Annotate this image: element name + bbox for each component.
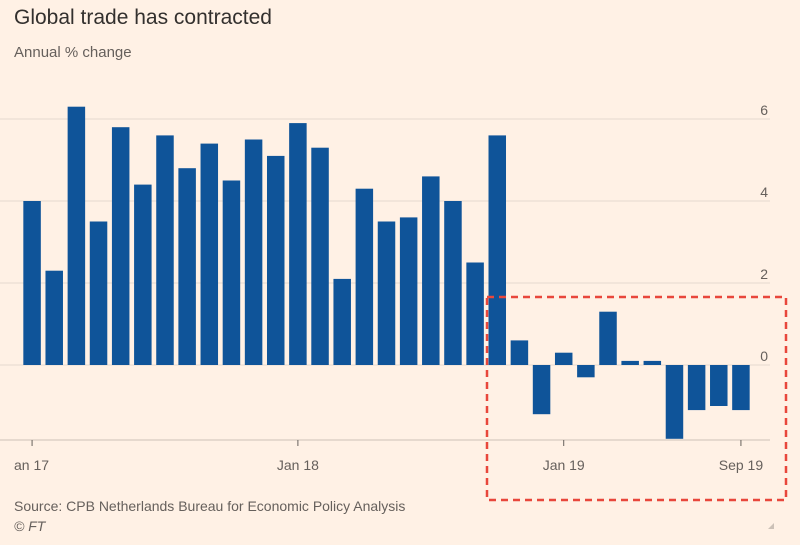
bars	[23, 106, 750, 439]
bar-may-18	[377, 221, 396, 365]
y-tick-label: 6	[760, 102, 768, 118]
bar-sep-18	[466, 262, 484, 365]
bar-apr-19	[621, 360, 639, 365]
bar-aug-19	[710, 365, 728, 406]
bar-jan-19	[554, 352, 573, 365]
bar-jan-17	[23, 201, 41, 365]
bar-feb-17	[45, 270, 63, 365]
x-tick-label: Sep 19	[719, 457, 764, 473]
bar-may-17	[111, 127, 130, 365]
bar-feb-18	[311, 147, 329, 365]
bar-apr-18	[355, 188, 374, 365]
x-tick-label: Jan 19	[543, 457, 585, 473]
bar-feb-19	[577, 365, 595, 378]
bar-nov-18	[510, 340, 529, 365]
bar-mar-19	[599, 311, 617, 365]
bar-aug-17	[178, 168, 196, 365]
bar-may-19	[643, 360, 662, 365]
source-note: Source: CPB Netherlands Bureau for Econo…	[14, 498, 406, 514]
x-tick-label: Jan 18	[277, 457, 319, 473]
bar-jul-18	[422, 176, 440, 365]
bar-mar-18	[333, 278, 351, 365]
highlight-dashed-box	[485, 295, 788, 502]
x-tick-label: an 17	[14, 457, 49, 473]
bar-oct-18	[488, 135, 507, 365]
bar-oct-17	[222, 180, 241, 365]
y-tick-label: 4	[760, 184, 768, 200]
bar-jul-17	[156, 135, 174, 365]
x-axis: an 17 Jan 18 Jan 19 Sep 19	[0, 439, 770, 473]
bar-jun-18	[399, 217, 418, 365]
bar-dec-17	[266, 155, 285, 365]
chart-subtitle: Annual % change	[14, 44, 132, 61]
y-axis: 0 2 4 6	[760, 102, 768, 364]
highlight-box	[485, 295, 788, 502]
resize-corner-icon	[768, 523, 774, 529]
chart-title: Global trade has contracted	[14, 6, 272, 29]
bar-mar-17	[67, 106, 86, 365]
y-tick-label: 0	[760, 348, 768, 364]
bar-apr-17	[89, 221, 108, 365]
bar-jul-19	[687, 365, 706, 411]
bar-jun-19	[665, 365, 684, 439]
bar-jan-18	[289, 123, 307, 365]
bar-dec-18	[532, 365, 551, 415]
bar-aug-18	[444, 201, 462, 365]
y-tick-label: 2	[760, 266, 768, 282]
ft-credit: © FT	[14, 518, 46, 534]
bar-jun-17	[134, 184, 152, 365]
bar-nov-17	[244, 139, 263, 365]
bar-sep-17	[200, 143, 219, 365]
bar-sep-19	[732, 365, 750, 411]
